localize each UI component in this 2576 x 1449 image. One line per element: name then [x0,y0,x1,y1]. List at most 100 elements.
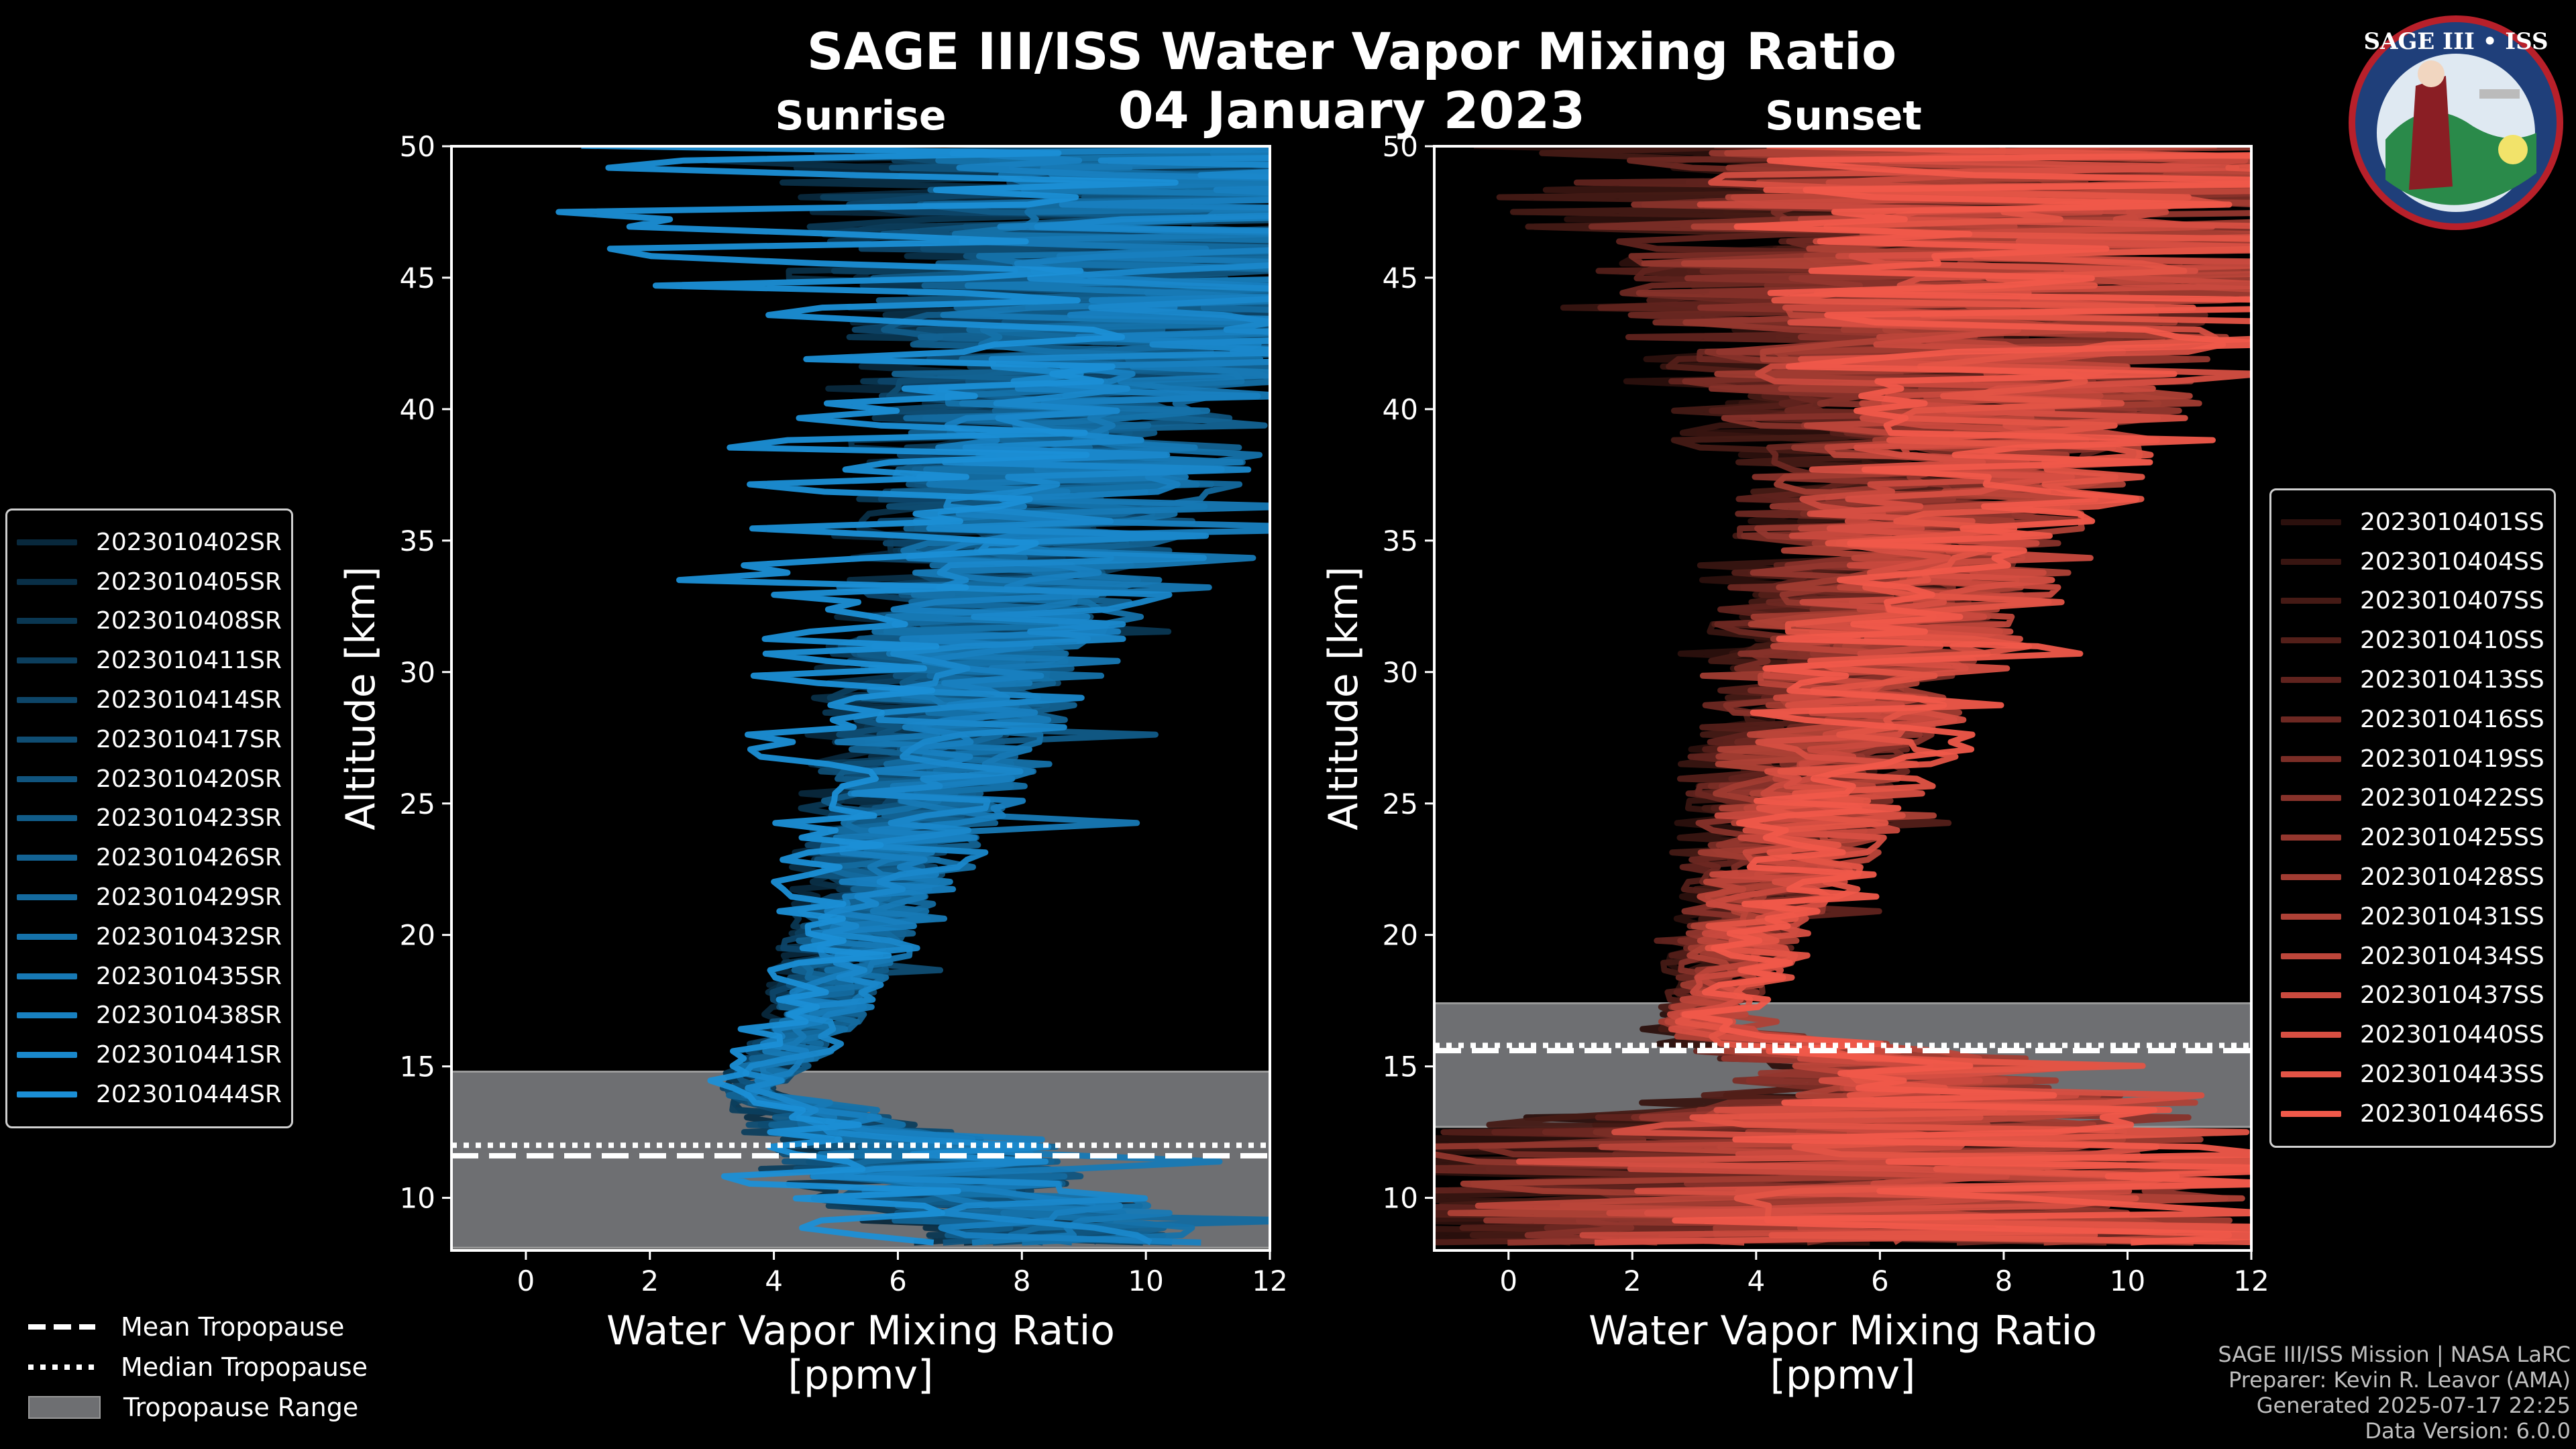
sunrise-xtick-label-12: 12 [1252,1265,1287,1297]
legend-item-2023010429SR: 2023010429SR [17,877,282,917]
tropopause-range-label: Tropopause Range [123,1393,359,1422]
sunset-xlabel-line-0: Water Vapor Mixing Ratio [1589,1307,2097,1354]
legend-item-2023010437SS: 2023010437SS [2281,976,2544,1016]
legend-swatch [17,697,77,704]
legend-swatch [2281,1032,2341,1038]
legend-item-2023010417SR: 2023010417SR [17,720,282,759]
legend-label: 2023010426SR [96,844,282,872]
legend-label: 2023010401SS [2360,508,2544,536]
sunset-frame [1433,145,2253,1252]
legend-label: 2023010446SS [2360,1099,2544,1128]
mean-tropopause-legend-item: Mean Tropopause [25,1307,368,1347]
legend-label: 2023010432SR [96,922,282,951]
legend-item-2023010431SS: 2023010431SS [2281,897,2544,936]
legend-label: 2023010443SS [2360,1061,2544,1089]
sunrise-ytick-label-45: 45 [400,262,435,294]
legend-item-2023010441SR: 2023010441SR [17,1035,282,1075]
sunrise-xtick-label-10: 10 [1128,1265,1163,1297]
legend-swatch [2281,874,2341,881]
sunrise-legend: 2023010402SR 2023010405SR 2023010408SR 2023… [5,508,293,1128]
legend-label: 2023010402SR [96,528,282,556]
legend-label: 2023010435SR [96,962,282,990]
sunrise-ytick-label-25: 25 [400,788,435,820]
sunset-xtick-label-12: 12 [2233,1265,2269,1297]
legend-label: 2023010431SS [2360,902,2544,930]
logo-label: SAGE III • ISS [2363,28,2548,55]
legend-label: 2023010404SS [2360,547,2544,576]
legend-swatch [17,973,77,979]
sunset-ytick-label-40: 40 [1383,393,1418,426]
tropopause-legend: Mean Tropopause Median Tropopause Tropop… [25,1307,368,1428]
legend-swatch [17,736,77,743]
sunrise-xlabel-line-0: Water Vapor Mixing Ratio [606,1307,1115,1354]
legend-item-2023010413SS: 2023010413SS [2281,660,2544,700]
credit-preparer: Preparer: Kevin R. Leavor (AMA) [2228,1367,2571,1393]
sunset-xtick-label-2: 2 [1623,1265,1642,1297]
sunrise-profiles [555,146,1270,1246]
legend-item-2023010425SS: 2023010425SS [2281,818,2544,857]
tropopause-range-legend-item: Tropopause Range [25,1387,368,1428]
sunset-xlabel-line-1: [ppmv] [1770,1352,1916,1399]
sunrise-panel: 0 2 4 6 8 10 12 10 15 20 25 30 35 40 45 50 Water Vapor M… [337,93,1288,1399]
legend-item-2023010410SS: 2023010410SS [2281,621,2544,660]
mean-tropopause-swatch [28,1324,95,1330]
legend-swatch [17,618,77,625]
legend-swatch [2281,953,2341,959]
sunset-xtick-label-6: 6 [1871,1265,1889,1297]
legend-label: 2023010419SS [2360,745,2544,773]
sunrise-xtick-label-4: 4 [765,1265,783,1297]
sunset-profiles [1434,146,2251,1246]
legend-swatch [17,775,77,782]
legend-label: 2023010407SS [2360,587,2544,615]
legend-label: 2023010423SR [96,804,282,833]
sunset-xtick-label-8: 8 [1995,1265,2013,1297]
legend-swatch [2281,637,2341,644]
legend-swatch [17,539,77,545]
sage-iii-iss-logo: SAGE III • ISS [2349,15,2563,230]
legend-item-2023010419SS: 2023010419SS [2281,739,2544,779]
legend-label: 2023010440SS [2360,1021,2544,1049]
sunset-ytick-label-50: 50 [1383,130,1418,163]
legend-item-2023010443SS: 2023010443SS [2281,1055,2544,1094]
legend-label: 2023010411SR [96,647,282,675]
legend-item-2023010402SR: 2023010402SR [17,523,282,562]
tropopause-range-swatch [28,1396,101,1419]
sunrise-ylabel: Altitude [km] [337,566,384,830]
legend-label: 2023010417SR [96,725,282,753]
legend-item-2023010426SR: 2023010426SR [17,838,282,877]
legend-swatch [2281,835,2341,841]
sunrise-frame [450,145,1271,1252]
legend-label: 2023010441SR [96,1041,282,1069]
legend-swatch [2281,598,2341,604]
median-tropopause-label: Median Tropopause [121,1352,368,1382]
legend-item-2023010414SR: 2023010414SR [17,680,282,720]
legend-item-2023010440SS: 2023010440SS [2281,1015,2544,1055]
sunrise-xtick-label-0: 0 [517,1265,535,1297]
median-tropopause-swatch [28,1364,95,1370]
legend-label: 2023010444SR [96,1081,282,1109]
mean-tropopause-label: Mean Tropopause [121,1312,345,1342]
sunrise-ytick-label-30: 30 [400,656,435,689]
legend-label: 2023010425SS [2360,824,2544,852]
legend-item-2023010404SS: 2023010404SS [2281,542,2544,582]
legend-swatch [2281,755,2341,762]
legend-item-2023010401SS: 2023010401SS [2281,502,2544,542]
legend-swatch [17,657,77,664]
legend-swatch [2281,1071,2341,1078]
credits: SAGE III/ISS Mission | NASA LaRC Prepare… [2218,1342,2571,1444]
credit-mission: SAGE III/ISS Mission | NASA LaRC [2218,1342,2571,1367]
figure-title: SAGE III/ISS Water Vapor Mixing Ratio [806,21,1897,81]
legend-label: 2023010437SS [2360,981,2544,1010]
legend-item-2023010405SR: 2023010405SR [17,562,282,602]
legend-swatch [2281,519,2341,525]
legend-swatch [2281,558,2341,565]
legend-swatch [17,894,77,901]
sunset-ytick-label-45: 45 [1383,262,1418,294]
sunrise-ytick-label-35: 35 [400,525,435,557]
sunrise-xlabel-line-1: [ppmv] [788,1352,934,1399]
sunrise-ytick-label-40: 40 [400,393,435,426]
legend-item-2023010434SS: 2023010434SS [2281,936,2544,976]
figure-date: 04 January 2023 [1118,80,1586,140]
legend-swatch [17,933,77,940]
sunrise-xtick-label-2: 2 [641,1265,659,1297]
